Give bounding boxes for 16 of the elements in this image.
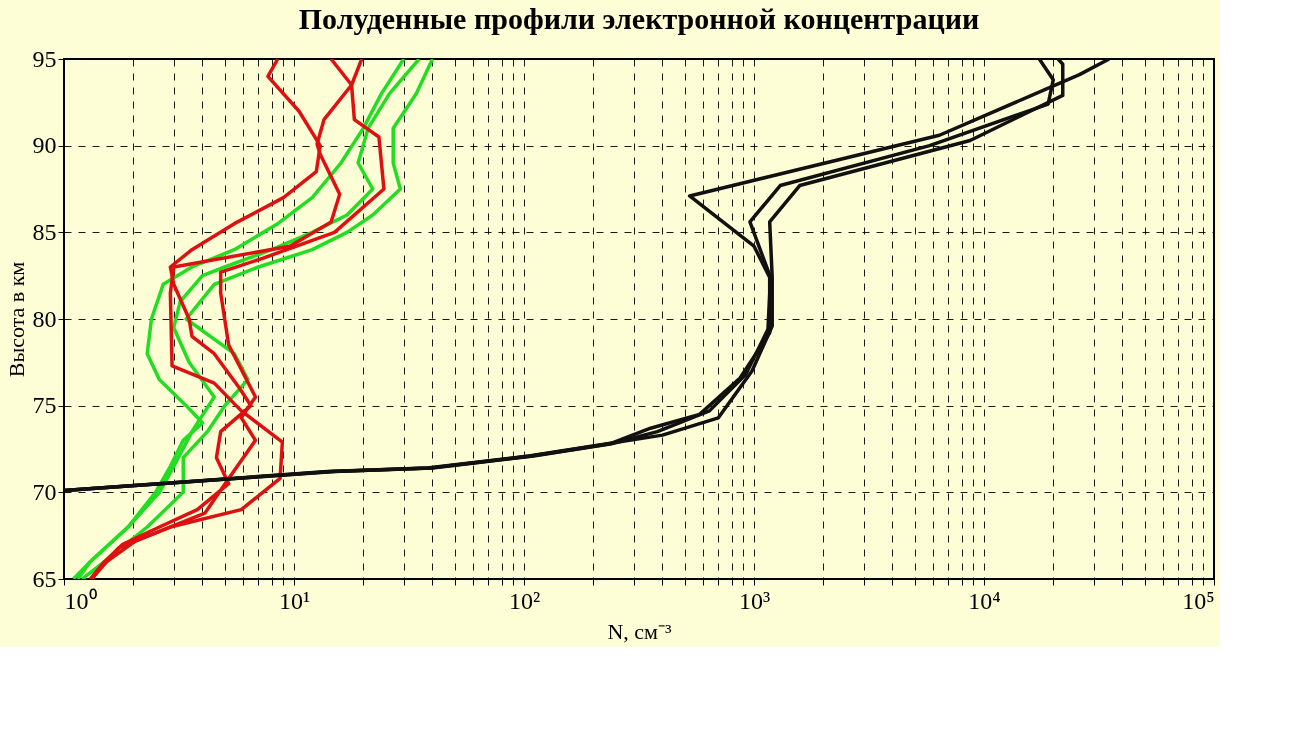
x-tick-label: 10² — [508, 587, 541, 614]
x-tick-label: 10⁴ — [968, 587, 1001, 614]
y-tick-label: 65 — [32, 565, 57, 592]
x-tick-label: 10¹ — [278, 587, 311, 614]
x-tick-label: 10⁰ — [64, 587, 97, 614]
y-tick-label: 75 — [32, 392, 57, 419]
x-tick-label: 10³ — [738, 587, 771, 614]
y-tick-label: 70 — [32, 478, 57, 505]
x-axis-title: N, см⁻³ — [607, 618, 672, 644]
y-tick-label: 90 — [32, 132, 57, 159]
y-tick-label: 85 — [32, 218, 57, 245]
y-tick-label: 95 — [32, 45, 57, 72]
y-tick-label: 80 — [32, 305, 57, 332]
chart-title: Полуденные профили электронной концентрации — [298, 2, 980, 35]
y-axis-title: Высота в км — [3, 261, 29, 378]
x-tick-label: 10⁵ — [1182, 587, 1215, 614]
